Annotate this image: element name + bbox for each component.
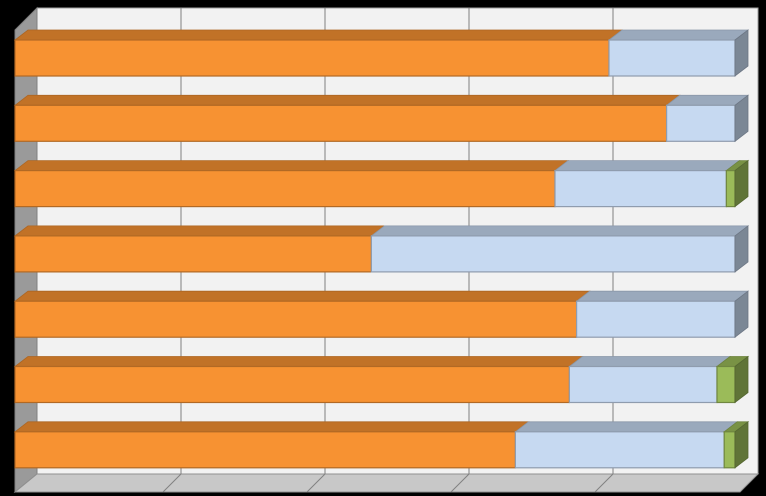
bar-7-series-2-front: [514, 431, 725, 469]
gridline-floor: [162, 473, 182, 493]
bar-3-series-2: [553, 160, 741, 208]
bar-6-series-3-side: [734, 355, 749, 404]
bar-3-series-1: [13, 160, 570, 208]
bar-3-series-2-front: [554, 170, 727, 208]
bar-5-series-2-side: [734, 290, 749, 339]
bar-1-series-1-front: [14, 39, 610, 77]
bar-1-series-2-top: [607, 29, 750, 41]
bar-6-series-1-front: [14, 365, 571, 404]
bar-4-series-2-side: [734, 225, 749, 273]
bar-4-series-1-top: [13, 225, 386, 237]
bar-4-series-2-front: [370, 235, 736, 273]
bar-2-series-1-top: [13, 94, 681, 106]
bar-1-series-2-front: [608, 39, 736, 77]
bar-2-series-1: [13, 94, 681, 142]
bar-5-series-1-top: [13, 290, 591, 302]
bar-5-series-1-front: [14, 300, 578, 338]
bar-5-series-2-top: [575, 290, 750, 302]
bars: [13, 29, 750, 469]
bar-3-series-1-front: [14, 170, 556, 208]
gridline-floor: [594, 473, 614, 493]
bar-3-series-1-top: [13, 160, 570, 172]
bar-3-series-2-top: [553, 160, 741, 172]
bar-6-series-1: [13, 356, 584, 404]
bar-1-series-2: [607, 29, 750, 77]
bar-1-series-1: [13, 29, 624, 77]
gridline-floor: [306, 473, 326, 493]
bar-2-series-2: [665, 94, 750, 143]
bar-2-series-1-front: [14, 104, 668, 142]
bar-7-series-2-top: [514, 421, 739, 433]
floor: [13, 473, 760, 493]
bar-6-series-3-front: [716, 365, 736, 404]
bar-7-series-3-front: [723, 431, 736, 469]
bar-6-series-2: [568, 356, 732, 404]
bar-7-series-3: [723, 420, 750, 469]
bar-7-series-1: [13, 421, 530, 469]
bar-4-series-2: [370, 225, 750, 273]
bar-1-series-2-side: [734, 29, 749, 77]
bar-3-series-3: [725, 159, 750, 208]
bar-4-series-2-top: [370, 225, 750, 237]
bar-3-series-3-side: [734, 159, 749, 208]
bar-4-series-1-front: [14, 235, 372, 273]
bar-4-series-1: [13, 225, 386, 273]
bar-5-series-1: [13, 290, 591, 338]
bar-6-series-2-top: [568, 356, 732, 367]
bar-6-series-2-front: [568, 365, 718, 404]
bar-7-series-1-top: [13, 421, 530, 433]
bar-3-series-3-front: [725, 170, 736, 208]
bar-2-series-2-side: [734, 94, 749, 143]
bar-7-series-2: [514, 421, 739, 469]
bar-7-series-1-front: [14, 431, 516, 469]
bar-1-series-1-top: [13, 29, 624, 41]
bar-6-series-1-top: [13, 356, 584, 367]
bar-5-series-2-front: [575, 300, 736, 338]
bar-2-series-2-top: [665, 94, 750, 106]
bar-5-series-2: [575, 290, 750, 339]
bar-6-series-3: [715, 355, 750, 404]
bar-7-series-3-side: [734, 420, 749, 469]
gridline-floor: [450, 473, 470, 493]
bar-2-series-2-front: [665, 104, 736, 142]
